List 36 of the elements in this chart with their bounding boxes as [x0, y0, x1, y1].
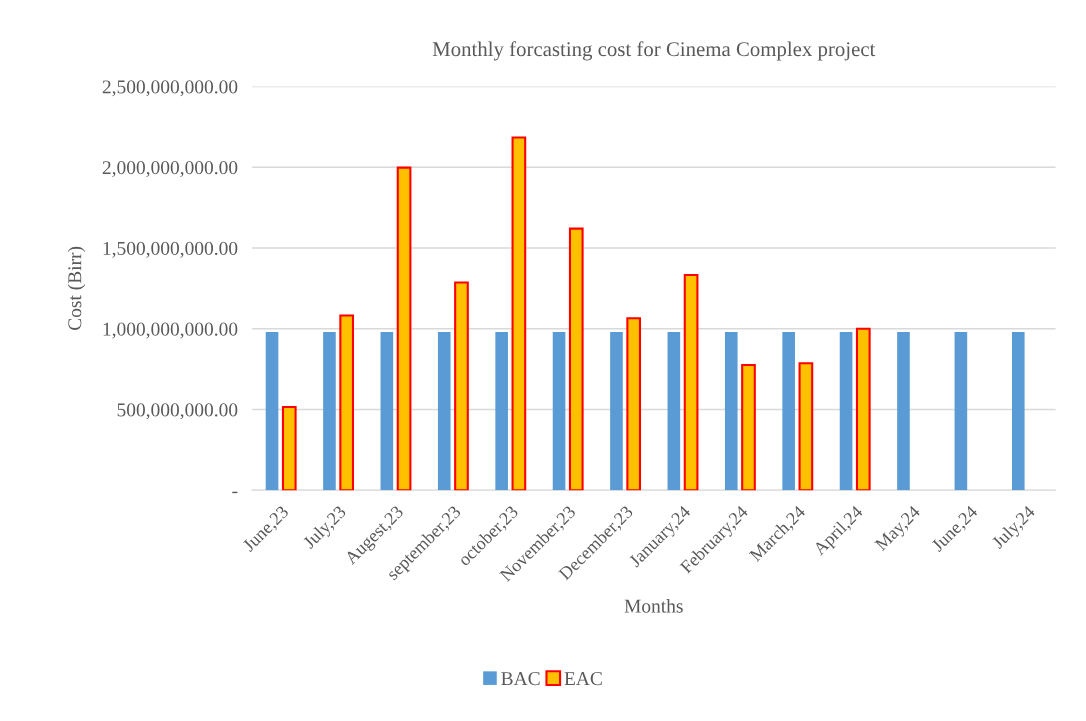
chart-title: Monthly forcasting cost for Cinema Complex project	[432, 41, 876, 61]
bar	[954, 332, 968, 491]
y-tick-label: 2,000,000,000.00	[102, 161, 238, 178]
bar	[855, 327, 871, 491]
bar	[323, 332, 336, 491]
y-tick-label: -	[232, 491, 238, 494]
bar	[495, 332, 508, 491]
bar	[839, 332, 853, 491]
bar	[1011, 332, 1025, 491]
bar	[437, 332, 451, 491]
bar	[265, 332, 279, 491]
y-tick-label: 1,500,000,000.00	[103, 241, 238, 258]
bar	[281, 405, 297, 491]
legend-label: BAC	[501, 672, 540, 686]
bar	[396, 166, 412, 491]
bar	[380, 332, 394, 491]
bar	[683, 273, 699, 491]
bar	[741, 363, 756, 491]
bar	[568, 227, 584, 491]
bar	[798, 362, 814, 491]
bar	[552, 332, 566, 491]
bar	[610, 332, 623, 491]
bar	[782, 332, 795, 491]
legend-label: EAC	[564, 672, 602, 686]
bar	[724, 332, 738, 491]
bar	[511, 136, 527, 491]
y-tick-label: 1,000,000,000.00	[103, 322, 238, 339]
bar	[626, 317, 642, 491]
bar	[667, 332, 681, 491]
y-axis-title: Cost (Birr)	[67, 246, 86, 330]
bar	[339, 314, 355, 491]
y-tick-label: 2,500,000,000.00	[102, 80, 238, 97]
x-axis-title: Months	[624, 598, 683, 613]
y-tick-label: 500,000,000.00	[117, 403, 238, 420]
bar	[454, 281, 469, 491]
bar	[897, 332, 910, 491]
